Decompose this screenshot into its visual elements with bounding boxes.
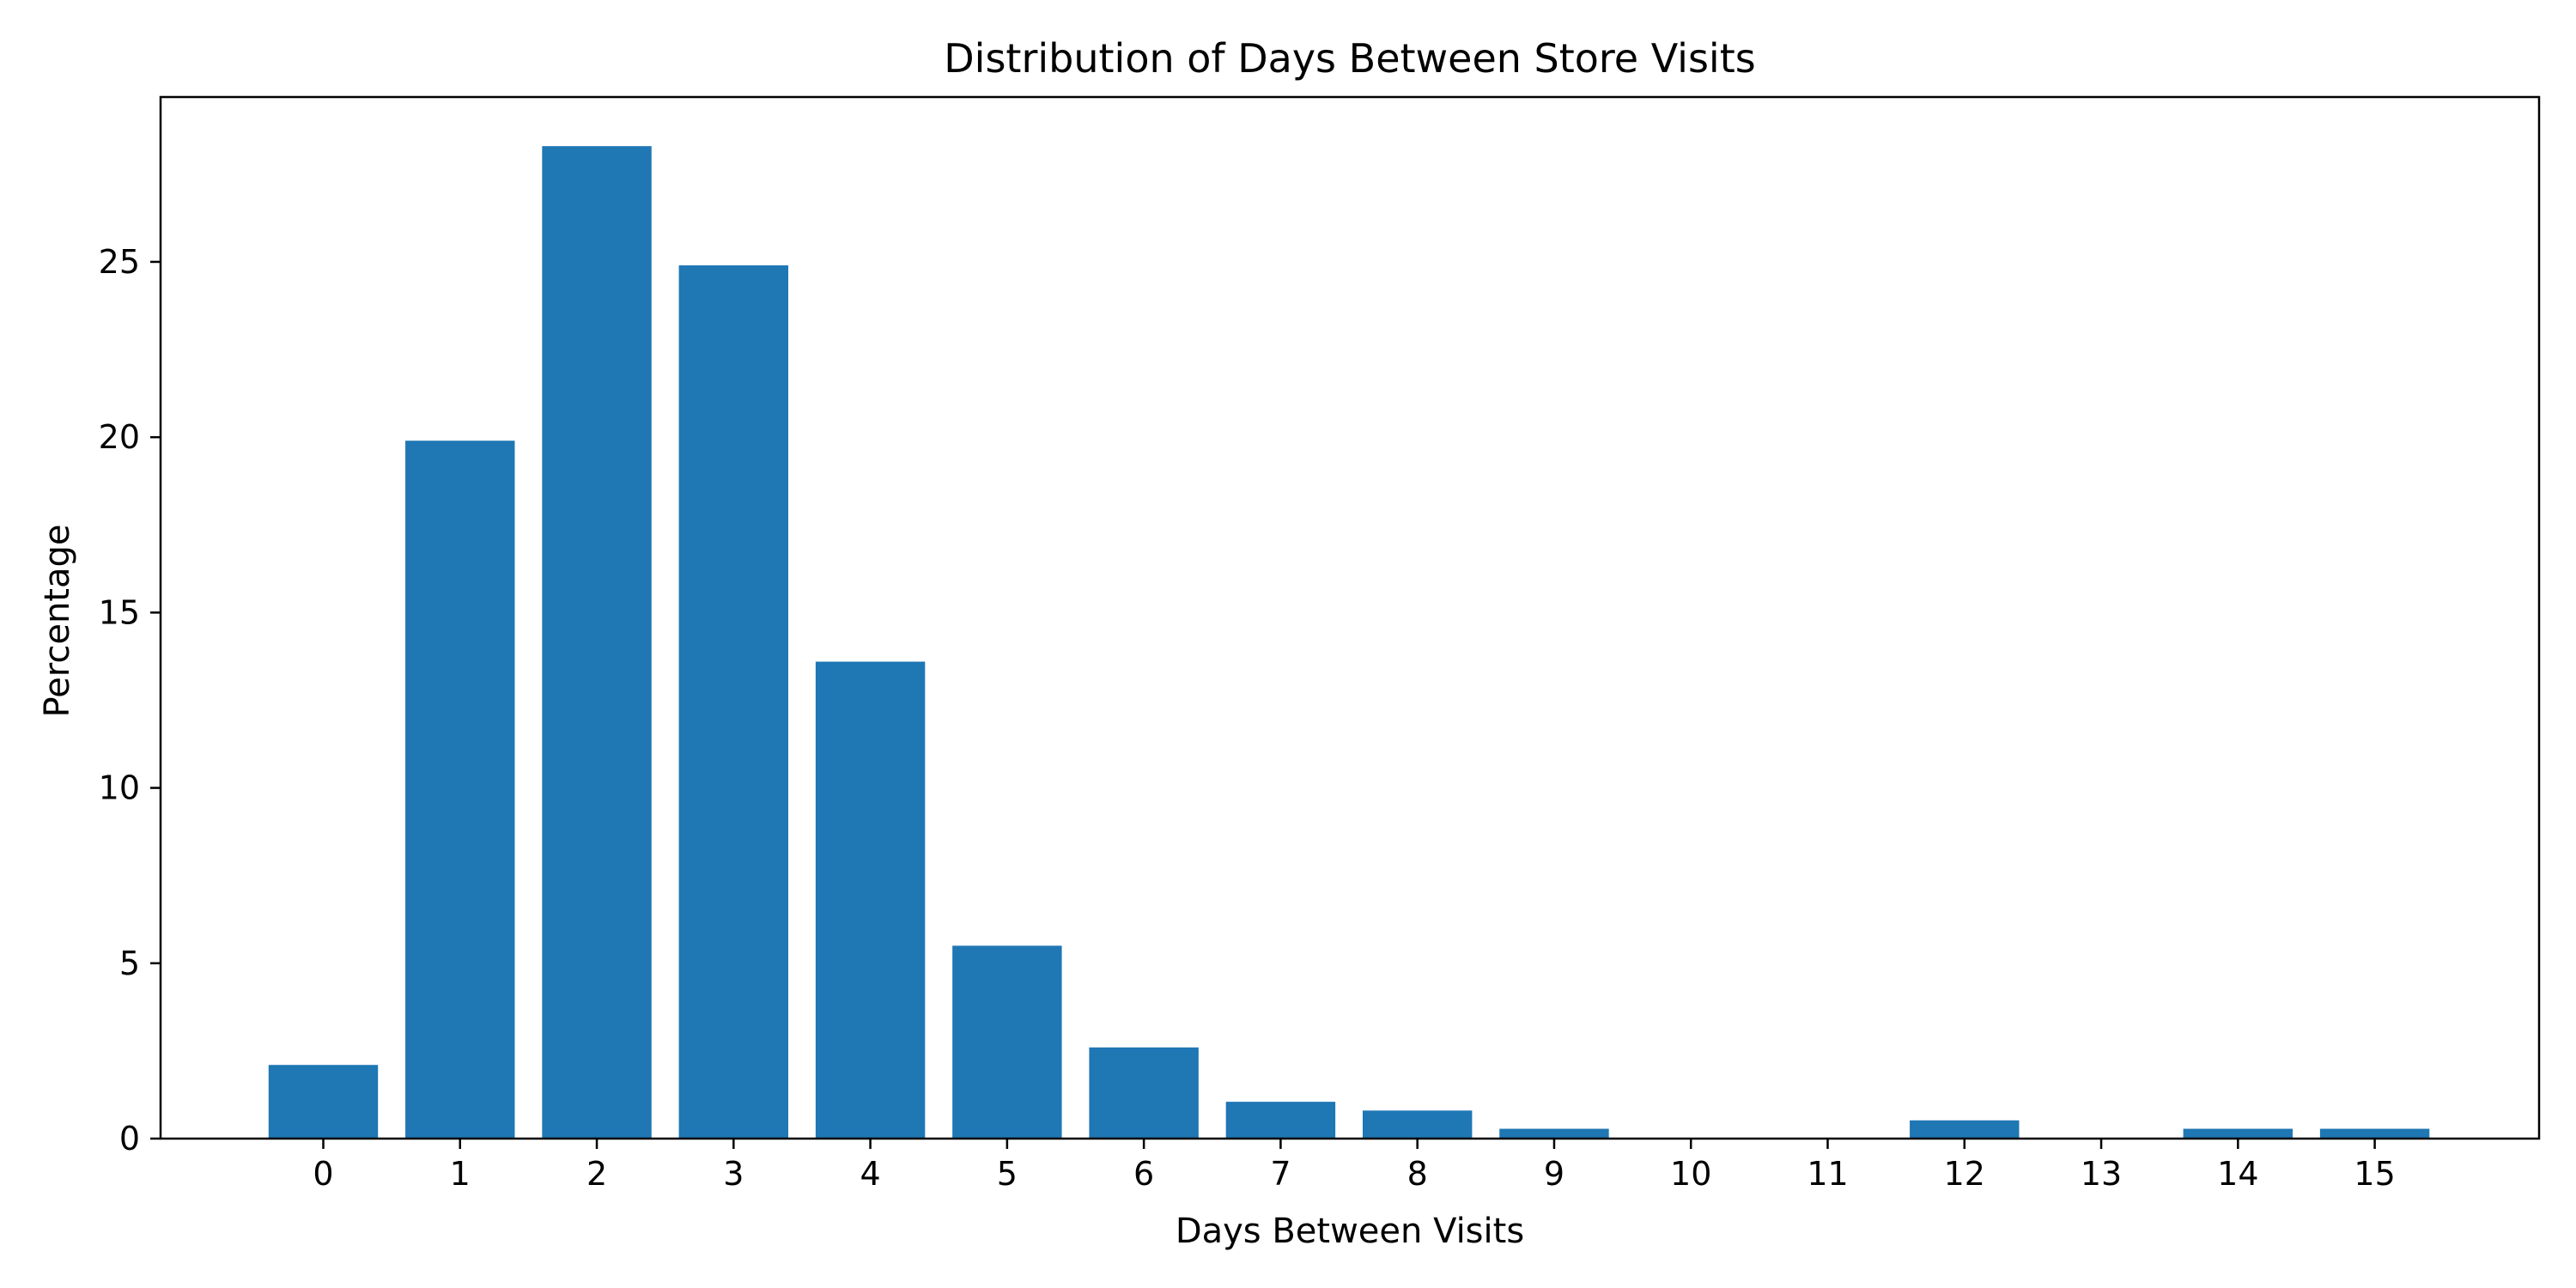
x-tick-label: 6 bbox=[1133, 1155, 1154, 1193]
y-tick-label: 10 bbox=[99, 769, 140, 807]
x-tick-label: 4 bbox=[860, 1155, 880, 1193]
x-tick-label: 8 bbox=[1407, 1155, 1428, 1193]
bar-day-9 bbox=[1499, 1128, 1609, 1139]
x-tick-label: 1 bbox=[450, 1155, 471, 1193]
bar-day-1 bbox=[405, 440, 515, 1139]
bar-day-0 bbox=[268, 1065, 379, 1139]
x-tick-label: 11 bbox=[1807, 1155, 1848, 1193]
x-tick-label: 10 bbox=[1670, 1155, 1711, 1193]
y-axis-label: Percentage bbox=[38, 524, 77, 717]
bar-day-4 bbox=[815, 661, 926, 1139]
x-tick-label: 13 bbox=[2081, 1155, 2122, 1193]
bar-day-5 bbox=[952, 945, 1062, 1139]
y-tick-label: 25 bbox=[99, 243, 140, 281]
x-tick-label: 7 bbox=[1270, 1155, 1291, 1193]
x-tick-label: 15 bbox=[2354, 1155, 2395, 1193]
bars-group bbox=[268, 146, 2430, 1139]
bar-day-12 bbox=[1910, 1120, 2020, 1139]
x-tick-label: 12 bbox=[1944, 1155, 1985, 1193]
plot-frame bbox=[159, 95, 2541, 1140]
y-tick-label: 15 bbox=[99, 593, 140, 631]
bar-day-3 bbox=[678, 265, 789, 1139]
y-axis-ticks: 0 5 10 15 20 25 bbox=[99, 243, 161, 1157]
y-tick-label: 0 bbox=[119, 1120, 140, 1157]
bar-day-6 bbox=[1089, 1047, 1199, 1139]
x-tick-label: 0 bbox=[313, 1155, 333, 1193]
x-axis-label: Days Between Visits bbox=[1176, 1212, 1524, 1251]
bar-day-2 bbox=[542, 146, 652, 1139]
x-axis-ticks: 0 1 2 3 4 5 6 7 8 9 10 11 12 13 14 15 bbox=[313, 1139, 2396, 1193]
bar-day-7 bbox=[1225, 1102, 1336, 1139]
x-tick-label: 2 bbox=[586, 1155, 607, 1193]
x-tick-label: 9 bbox=[1544, 1155, 1564, 1193]
x-tick-label: 5 bbox=[997, 1155, 1018, 1193]
chart-title: Distribution of Days Between Store Visit… bbox=[944, 35, 1755, 82]
y-tick-label: 5 bbox=[119, 945, 140, 982]
bar-day-15 bbox=[2319, 1128, 2430, 1139]
bar-day-14 bbox=[2183, 1128, 2293, 1139]
y-tick-label: 20 bbox=[99, 418, 140, 456]
bar-day-8 bbox=[1362, 1110, 1473, 1139]
x-tick-label: 14 bbox=[2217, 1155, 2258, 1193]
x-tick-label: 3 bbox=[723, 1155, 744, 1193]
